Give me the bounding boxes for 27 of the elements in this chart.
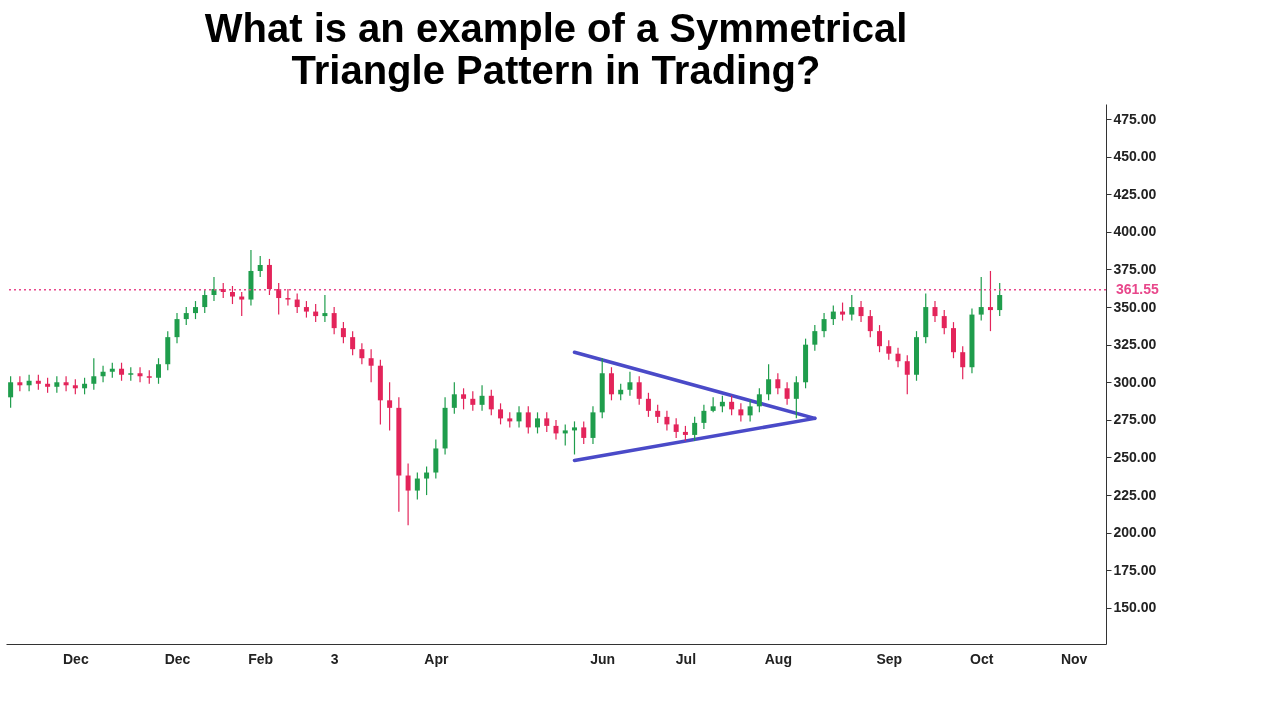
x-tick-label: Sep	[876, 650, 903, 667]
y-tick-label: 450.00	[1113, 148, 1157, 165]
y-tick-label: 175.00	[1113, 561, 1157, 578]
x-tick-label: Jul	[675, 650, 697, 667]
x-tick-label: Dec	[164, 650, 191, 667]
y-tick-label: 400.00	[1113, 223, 1157, 240]
y-tick-label: 250.00	[1113, 448, 1157, 465]
y-tick-label: 200.00	[1113, 524, 1157, 541]
y-tick-label: 475.00	[1113, 110, 1157, 127]
x-tick-label: 3	[330, 650, 339, 667]
y-tick-label: 325.00	[1113, 336, 1157, 353]
y-tick-label: 300.00	[1113, 373, 1157, 390]
x-tick-label: Aug	[764, 650, 792, 667]
y-tick-label: 375.00	[1113, 260, 1157, 277]
y-tick-label: 150.00	[1113, 599, 1157, 616]
chart-title: What is an example of a Symmetrical Triangle Pattern in Trading?	[204, 6, 908, 92]
x-tick-label: Apr	[424, 650, 449, 667]
x-tick-label: Feb	[248, 650, 274, 667]
x-tick-label: Nov	[1060, 650, 1088, 667]
y-tick-label: 350.00	[1113, 298, 1157, 315]
y-tick-label: 275.00	[1113, 411, 1157, 428]
x-tick-label: Dec	[62, 650, 89, 667]
y-tick-label: 425.00	[1113, 185, 1157, 202]
ref-line-label: 361.55	[1116, 280, 1160, 297]
x-tick-label: Oct	[970, 650, 994, 667]
y-tick-label: 225.00	[1113, 486, 1157, 503]
x-tick-label: Jun	[590, 650, 616, 667]
